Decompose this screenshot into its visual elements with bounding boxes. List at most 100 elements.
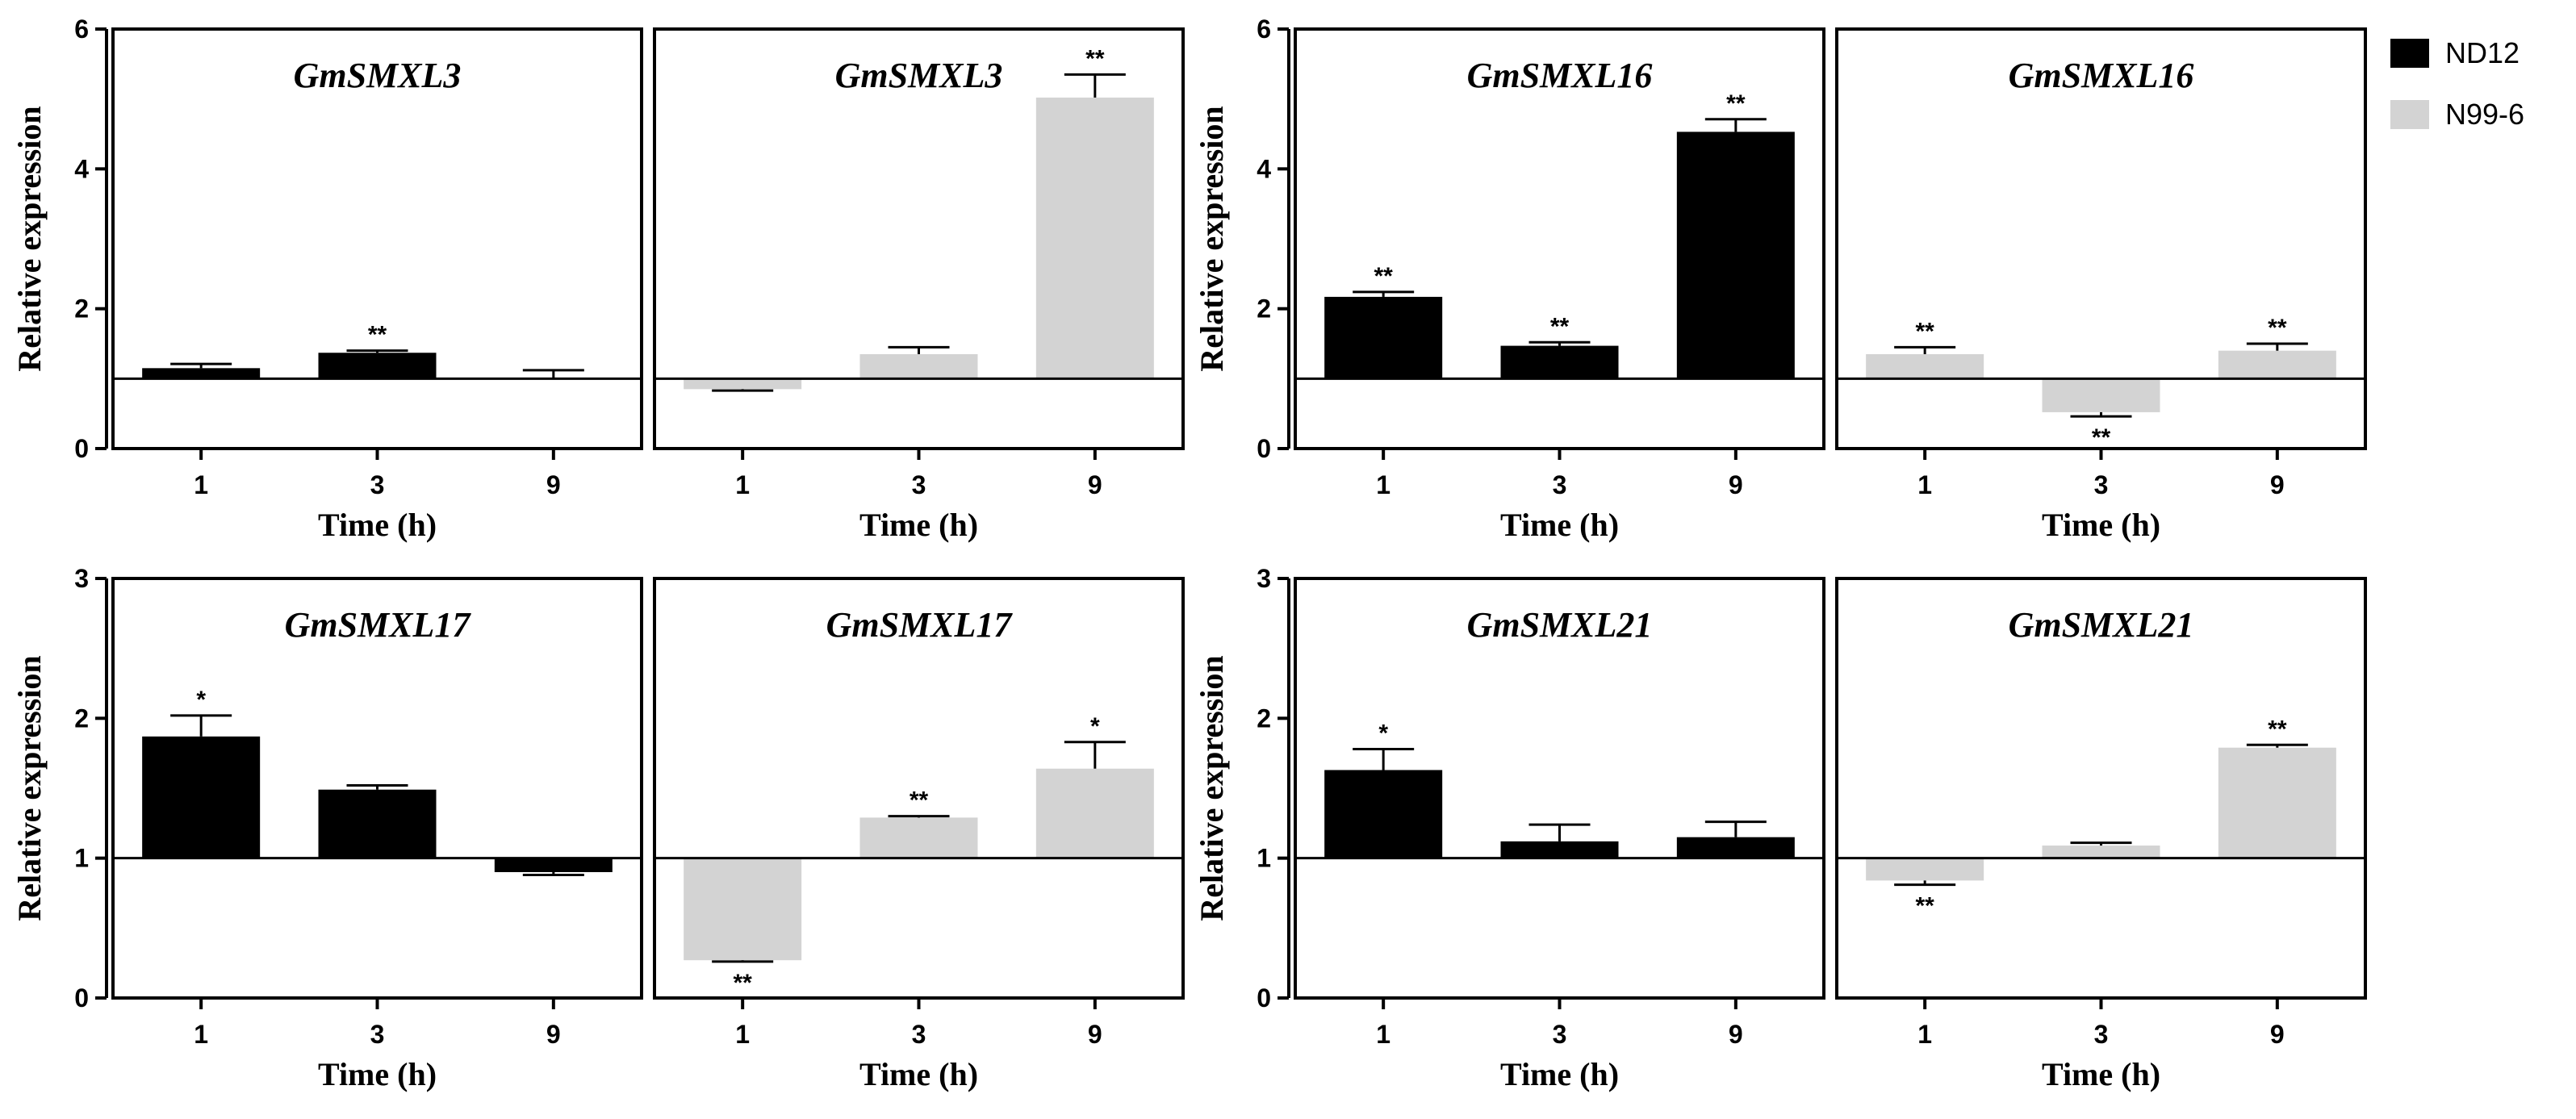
x-tick-label: 1 <box>194 1020 208 1049</box>
bar-gmsmxl17-n99-6-1 <box>684 858 802 961</box>
x-tick-label: 9 <box>546 470 561 499</box>
significance-marker: ** <box>1374 263 1393 290</box>
y-tick-label: 2 <box>1257 704 1271 733</box>
bar-gmsmxl17-nd12-1 <box>142 736 261 858</box>
x-tick-label: 1 <box>735 1020 750 1049</box>
x-tick-label: 1 <box>1376 470 1390 499</box>
bar-gmsmxl16-n99-6-1 <box>1866 354 1984 379</box>
x-axis-label: Time (h) <box>859 507 978 543</box>
panel-title: GmSMXL17 <box>826 605 1014 645</box>
y-tick-label: 4 <box>1257 154 1271 183</box>
x-tick-label: 1 <box>735 470 750 499</box>
significance-marker: * <box>196 687 206 713</box>
bar-gmsmxl3-nd12-1 <box>142 368 261 379</box>
significance-marker: ** <box>910 787 929 814</box>
y-axis-label: Relative expression <box>11 106 48 371</box>
y-tick-label: 0 <box>1257 434 1271 463</box>
x-tick-label: 3 <box>912 1020 926 1049</box>
x-tick-label: 9 <box>1088 470 1102 499</box>
panel-title: GmSMXL21 <box>2009 605 2194 645</box>
x-tick-label: 1 <box>1376 1020 1390 1049</box>
bar-gmsmxl21-nd12-1 <box>1324 770 1443 858</box>
x-tick-label: 1 <box>194 470 208 499</box>
x-tick-label: 3 <box>370 1020 385 1049</box>
x-tick-label: 1 <box>1917 470 1932 499</box>
y-tick-label: 2 <box>74 294 89 324</box>
y-tick-label: 0 <box>74 983 89 1013</box>
x-tick-label: 3 <box>2094 1020 2109 1049</box>
x-axis-label: Time (h) <box>1500 1056 1619 1092</box>
bar-gmsmxl16-n99-6-9 <box>2218 350 2336 379</box>
panel-title: GmSMXL16 <box>1467 56 1653 95</box>
x-tick-label: 3 <box>912 470 926 499</box>
y-tick-label: 1 <box>1257 844 1271 873</box>
bar-gmsmxl3-n99-6-1 <box>684 378 802 390</box>
legend-swatch-nd12 <box>2390 39 2429 68</box>
significance-marker: ** <box>2268 716 2287 742</box>
x-tick-label: 9 <box>2270 470 2285 499</box>
x-axis-label: Time (h) <box>2042 507 2160 543</box>
bar-gmsmxl17-nd12-9 <box>494 858 613 872</box>
y-axis-label: Relative expression <box>1194 655 1230 921</box>
x-tick-label: 1 <box>1917 1020 1932 1049</box>
x-tick-label: 9 <box>1088 1020 1102 1049</box>
significance-marker: ** <box>1915 893 1934 920</box>
x-tick-label: 9 <box>1729 1020 1743 1049</box>
y-tick-label: 3 <box>1257 564 1271 593</box>
significance-marker: ** <box>1550 313 1570 340</box>
bar-gmsmxl16-nd12-3 <box>1500 345 1619 379</box>
x-tick-label: 9 <box>546 1020 561 1049</box>
significance-marker: ** <box>1726 90 1746 117</box>
panel-title: GmSMXL21 <box>1467 605 1653 645</box>
legend-swatch-n99-6 <box>2390 100 2429 129</box>
panel-title: GmSMXL3 <box>835 56 1003 95</box>
x-axis-label: Time (h) <box>1500 507 1619 543</box>
y-axis-label: Relative expression <box>11 655 48 921</box>
x-tick-label: 9 <box>2270 1020 2285 1049</box>
y-axis-label: Relative expression <box>1194 106 1230 371</box>
significance-marker: ** <box>733 970 752 996</box>
bar-gmsmxl16-nd12-1 <box>1324 296 1443 379</box>
bar-gmsmxl3-n99-6-3 <box>859 354 978 379</box>
panel-title: GmSMXL17 <box>285 605 472 645</box>
legend-label-n99-6: N99-6 <box>2445 98 2524 131</box>
bar-gmsmxl21-nd12-9 <box>1676 837 1795 858</box>
y-tick-label: 1 <box>74 844 89 873</box>
legend: ND12 N99-6 <box>2390 36 2524 131</box>
y-tick-label: 2 <box>74 704 89 733</box>
x-tick-label: 3 <box>2094 470 2109 499</box>
significance-marker: ** <box>1915 318 1934 344</box>
x-axis-label: Time (h) <box>859 1056 978 1092</box>
bar-gmsmxl16-nd12-9 <box>1676 132 1795 379</box>
bar-gmsmxl21-n99-6-3 <box>2042 846 2160 858</box>
bar-gmsmxl21-n99-6-1 <box>1866 858 1984 881</box>
bar-gmsmxl3-n99-6-9 <box>1035 97 1154 379</box>
significance-marker: ** <box>2268 315 2287 341</box>
significance-marker: ** <box>1085 45 1105 72</box>
significance-marker: * <box>1090 713 1100 740</box>
bar-gmsmxl17-nd12-3 <box>318 789 437 858</box>
y-tick-label: 6 <box>74 15 89 44</box>
y-tick-label: 0 <box>74 434 89 463</box>
x-axis-label: Time (h) <box>318 1056 437 1092</box>
x-tick-label: 3 <box>370 470 385 499</box>
x-tick-label: 3 <box>1553 470 1567 499</box>
y-tick-label: 6 <box>1257 15 1271 44</box>
y-tick-label: 2 <box>1257 294 1271 324</box>
panel-title: GmSMXL3 <box>294 56 462 95</box>
x-tick-label: 3 <box>1553 1020 1567 1049</box>
bar-gmsmxl3-nd12-3 <box>318 353 437 379</box>
x-axis-label: Time (h) <box>318 507 437 543</box>
y-tick-label: 0 <box>1257 983 1271 1013</box>
significance-marker: * <box>1378 720 1388 746</box>
panel-title: GmSMXL16 <box>2009 56 2194 95</box>
bar-gmsmxl17-n99-6-3 <box>859 817 978 858</box>
bar-gmsmxl17-n99-6-9 <box>1035 768 1154 858</box>
bar-gmsmxl21-n99-6-9 <box>2218 747 2336 858</box>
x-axis-label: Time (h) <box>2042 1056 2160 1092</box>
bar-gmsmxl16-n99-6-3 <box>2042 378 2160 412</box>
significance-marker: ** <box>368 322 387 349</box>
y-tick-label: 3 <box>74 564 89 593</box>
